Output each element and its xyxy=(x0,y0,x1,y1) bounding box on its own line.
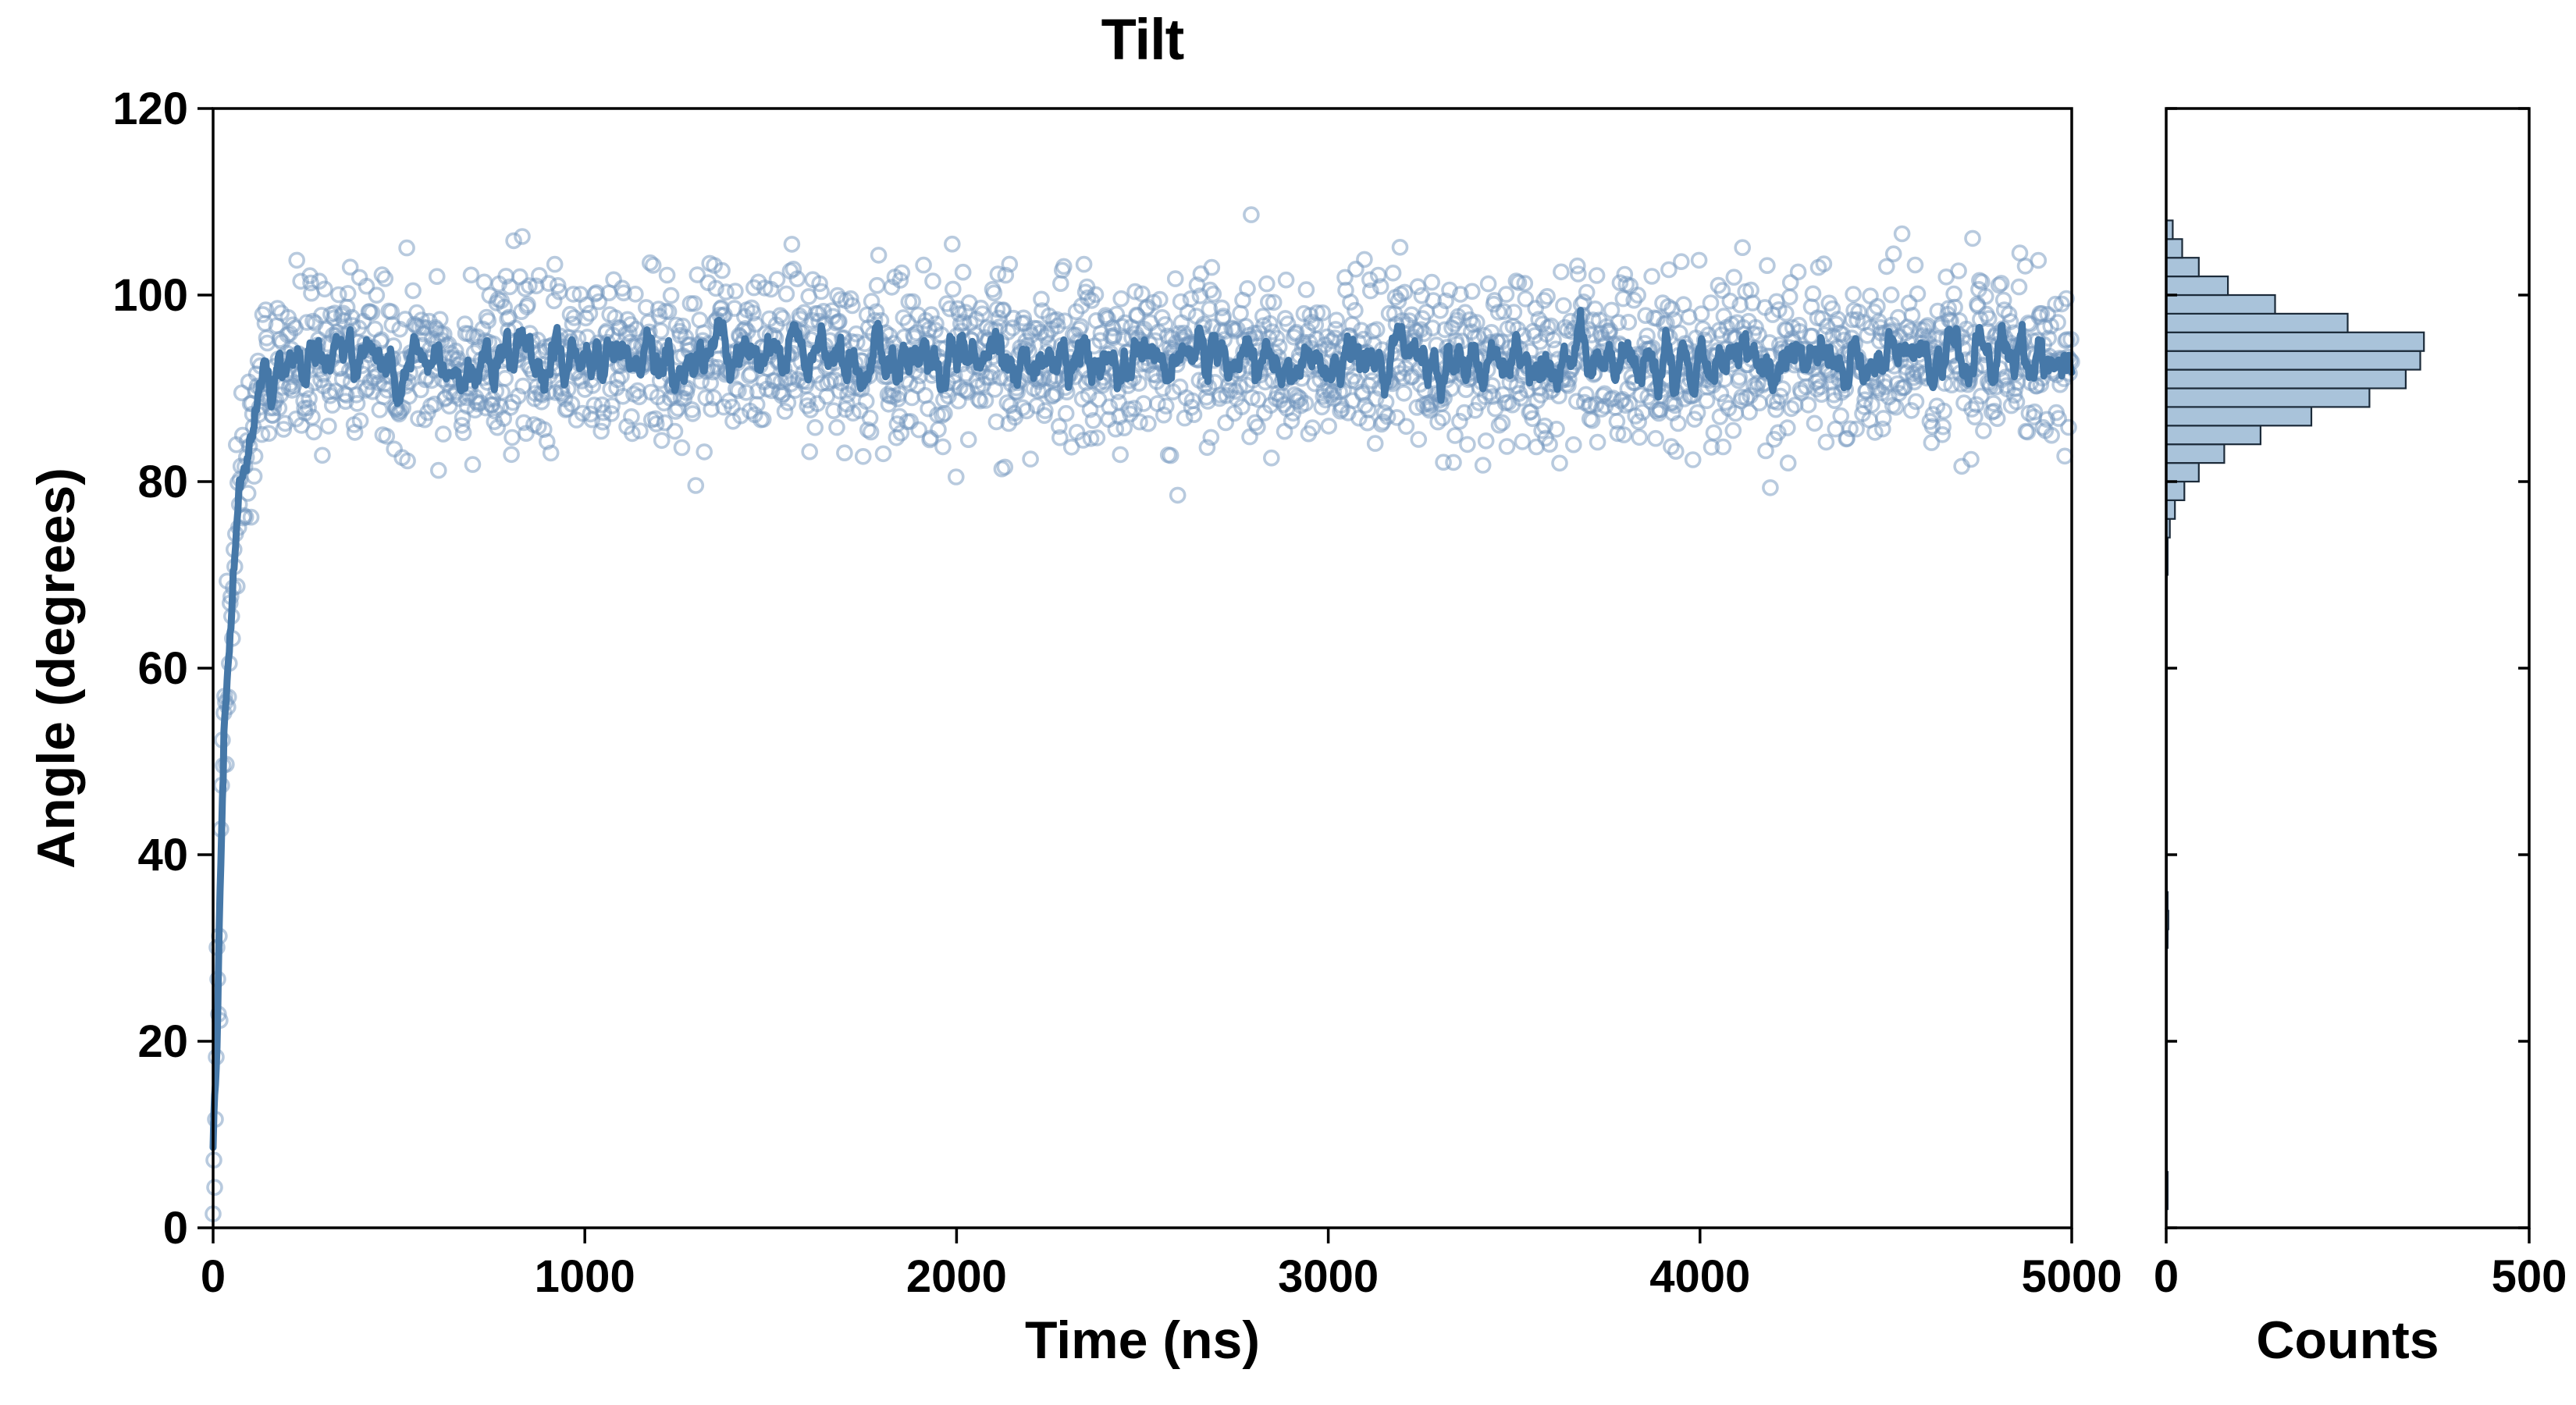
tick-label: 4000 xyxy=(1649,1251,1750,1302)
tick-label: 1000 xyxy=(535,1251,635,1302)
histogram-bar xyxy=(2165,406,2313,427)
axis-ticks xyxy=(197,107,2531,1243)
tick-label: 3000 xyxy=(1278,1251,1379,1302)
axis-tick-labels: 0 1000 2000 3000 4000 5000 0 20 40 60 80 100 120 0 500 xyxy=(112,84,2567,1302)
tick-label: 5000 xyxy=(2021,1251,2122,1302)
tick-label: 0 xyxy=(163,1203,188,1254)
histogram-bar xyxy=(2165,480,2186,501)
tick-label: 100 xyxy=(112,270,188,321)
histogram-bar xyxy=(2165,293,2276,315)
histogram-bar xyxy=(2165,461,2200,483)
running-average-line xyxy=(209,307,2076,1151)
histogram-bars xyxy=(2165,219,2425,1211)
histogram-bar xyxy=(2165,443,2226,464)
tick-label: 2000 xyxy=(906,1251,1007,1302)
tick-label: 60 xyxy=(137,643,188,694)
histogram-bar xyxy=(2165,368,2407,389)
histogram-bar xyxy=(2165,276,2229,297)
histogram-bar xyxy=(2165,331,2425,352)
tick-label: 120 xyxy=(112,84,188,134)
tick-label: 40 xyxy=(137,830,188,880)
tick-label: 500 xyxy=(2492,1251,2567,1302)
tick-label: 80 xyxy=(137,457,188,507)
hist-x-axis-label: Counts xyxy=(2256,1311,2439,1370)
histogram-bar xyxy=(2165,425,2262,446)
tick-label: 0 xyxy=(201,1251,226,1302)
histogram-bar xyxy=(2165,312,2349,333)
histogram-bar xyxy=(2165,350,2421,371)
histogram-bar xyxy=(2165,387,2371,408)
histogram-bar xyxy=(2165,257,2200,278)
tick-label: 0 xyxy=(2154,1251,2179,1302)
histogram-bar xyxy=(2165,238,2183,259)
x-axis-label: Time (ns) xyxy=(1024,1311,1261,1370)
tick-label: 20 xyxy=(137,1016,188,1067)
chart-title: Tilt xyxy=(1101,7,1185,72)
